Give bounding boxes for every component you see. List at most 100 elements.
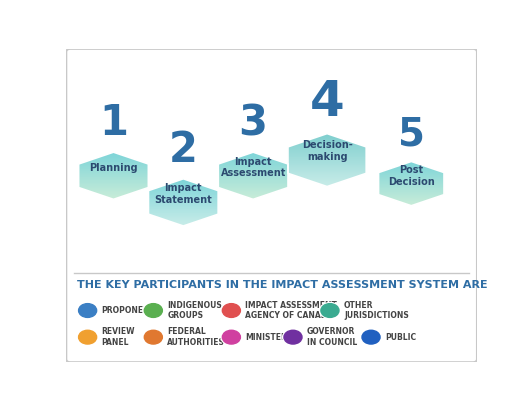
- Circle shape: [77, 302, 98, 318]
- Polygon shape: [66, 186, 477, 187]
- Polygon shape: [66, 206, 477, 207]
- Polygon shape: [66, 195, 477, 196]
- Polygon shape: [66, 190, 477, 191]
- Polygon shape: [66, 134, 477, 136]
- Polygon shape: [66, 171, 477, 172]
- Polygon shape: [66, 175, 477, 176]
- Circle shape: [78, 330, 96, 344]
- Polygon shape: [66, 180, 477, 181]
- Polygon shape: [66, 197, 477, 198]
- Polygon shape: [66, 168, 477, 169]
- Polygon shape: [66, 164, 477, 165]
- Polygon shape: [66, 205, 477, 206]
- Polygon shape: [66, 144, 477, 145]
- Polygon shape: [66, 176, 477, 177]
- Polygon shape: [66, 169, 477, 170]
- Polygon shape: [66, 191, 477, 192]
- Polygon shape: [66, 189, 477, 190]
- Text: GOVERNOR
IN COUNCIL: GOVERNOR IN COUNCIL: [307, 328, 357, 347]
- Polygon shape: [66, 203, 477, 204]
- Polygon shape: [66, 181, 477, 182]
- Polygon shape: [66, 189, 477, 190]
- Polygon shape: [66, 154, 477, 155]
- Polygon shape: [66, 187, 477, 188]
- Polygon shape: [66, 188, 477, 189]
- Circle shape: [143, 302, 164, 318]
- Polygon shape: [66, 219, 477, 220]
- Polygon shape: [66, 177, 477, 178]
- Polygon shape: [218, 152, 288, 199]
- Polygon shape: [66, 159, 477, 160]
- Circle shape: [77, 329, 98, 345]
- Polygon shape: [66, 165, 477, 166]
- Polygon shape: [66, 221, 477, 222]
- Polygon shape: [66, 161, 477, 162]
- Polygon shape: [66, 174, 477, 175]
- Circle shape: [78, 304, 96, 317]
- Polygon shape: [66, 162, 477, 163]
- Circle shape: [144, 304, 162, 317]
- Polygon shape: [66, 197, 477, 198]
- Polygon shape: [66, 166, 477, 167]
- Polygon shape: [66, 152, 477, 153]
- Polygon shape: [66, 171, 477, 172]
- Text: 3: 3: [238, 102, 268, 144]
- Polygon shape: [66, 180, 477, 181]
- Polygon shape: [66, 146, 477, 147]
- Polygon shape: [66, 223, 477, 224]
- Circle shape: [143, 329, 164, 345]
- Polygon shape: [66, 170, 477, 171]
- Polygon shape: [66, 148, 477, 149]
- Text: FEDERAL
AUTHORITIES: FEDERAL AUTHORITIES: [167, 328, 225, 347]
- Polygon shape: [66, 202, 477, 203]
- Polygon shape: [66, 192, 477, 193]
- Polygon shape: [66, 204, 477, 205]
- Polygon shape: [66, 162, 477, 163]
- Polygon shape: [66, 149, 477, 151]
- Text: OTHER
JURISDICTIONS: OTHER JURISDICTIONS: [344, 301, 409, 320]
- Polygon shape: [66, 153, 477, 154]
- Polygon shape: [66, 167, 477, 168]
- Polygon shape: [66, 193, 477, 194]
- Polygon shape: [66, 154, 477, 155]
- Polygon shape: [66, 189, 477, 190]
- Polygon shape: [66, 184, 477, 185]
- Polygon shape: [66, 180, 477, 181]
- Polygon shape: [66, 182, 477, 183]
- Polygon shape: [66, 186, 477, 187]
- Text: THE KEY PARTICIPANTS IN THE IMPACT ASSESSMENT SYSTEM ARE: THE KEY PARTICIPANTS IN THE IMPACT ASSES…: [76, 280, 487, 291]
- Polygon shape: [66, 187, 477, 188]
- Polygon shape: [66, 161, 477, 162]
- Circle shape: [223, 304, 241, 317]
- Polygon shape: [66, 170, 477, 171]
- Polygon shape: [66, 173, 477, 174]
- Polygon shape: [66, 172, 477, 173]
- Polygon shape: [66, 204, 477, 205]
- Polygon shape: [66, 166, 477, 167]
- Polygon shape: [66, 177, 477, 178]
- Polygon shape: [66, 183, 477, 184]
- Polygon shape: [288, 133, 366, 186]
- Polygon shape: [66, 194, 477, 195]
- Text: IMPACT ASSESSMENT
AGENCY OF CANADA: IMPACT ASSESSMENT AGENCY OF CANADA: [245, 301, 337, 320]
- Polygon shape: [66, 214, 477, 215]
- Polygon shape: [66, 185, 477, 186]
- Polygon shape: [66, 224, 477, 225]
- Polygon shape: [66, 188, 477, 189]
- Text: MINISTER: MINISTER: [245, 333, 287, 341]
- Polygon shape: [66, 169, 477, 170]
- Polygon shape: [66, 139, 477, 140]
- Polygon shape: [66, 194, 477, 195]
- Polygon shape: [66, 199, 477, 200]
- Polygon shape: [66, 194, 477, 195]
- Polygon shape: [66, 175, 477, 176]
- Polygon shape: [66, 153, 477, 154]
- Polygon shape: [66, 174, 477, 175]
- Polygon shape: [66, 182, 477, 183]
- Polygon shape: [66, 198, 477, 199]
- Polygon shape: [66, 189, 477, 190]
- Polygon shape: [66, 192, 477, 193]
- Polygon shape: [66, 136, 477, 137]
- Polygon shape: [66, 192, 477, 193]
- Polygon shape: [66, 209, 477, 210]
